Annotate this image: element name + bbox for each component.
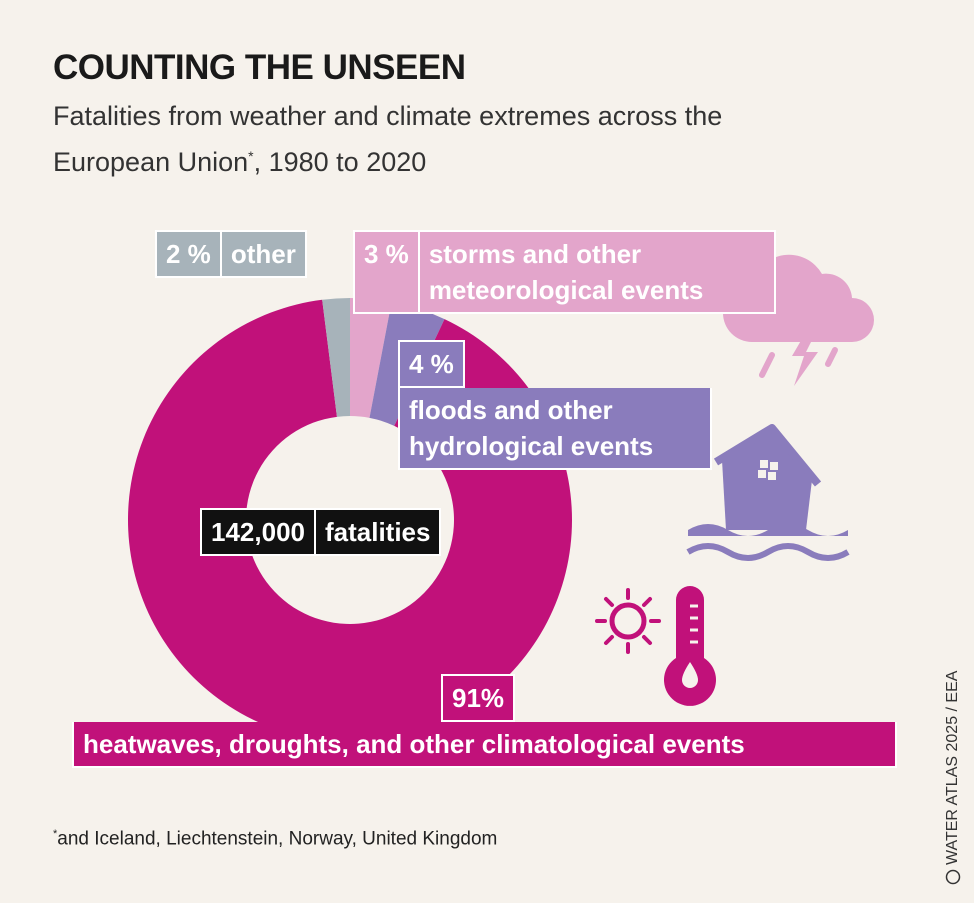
heat-icon xyxy=(595,586,717,706)
donut-segment xyxy=(322,298,350,417)
category-label: heatwaves, droughts, and other climatolo… xyxy=(72,722,897,768)
flood-icon xyxy=(686,424,850,561)
title: COUNTING THE UNSEEN xyxy=(53,48,466,87)
credit: WATER ATLAS 2025 / EEA xyxy=(944,671,962,885)
total-label: 142,000 fatalities xyxy=(200,508,442,556)
value-label: 4 % xyxy=(398,340,465,388)
category-label: other xyxy=(221,230,307,278)
subtitle-text: Fatalities from weather and climate extr… xyxy=(53,101,723,177)
value-label: 91% xyxy=(441,674,516,722)
category-label: floods and other hydrological events xyxy=(398,388,712,470)
segment-label: 3 % storms and other meteorological even… xyxy=(353,230,776,314)
total-value: 142,000 xyxy=(200,508,316,556)
segment-label: 4 % floods and other hydrological events xyxy=(398,340,712,470)
credit-text: WATER ATLAS 2025 / EEA xyxy=(944,670,961,865)
subtitle-mark: * xyxy=(248,148,254,164)
subtitle: Fatalities from weather and climate extr… xyxy=(53,96,773,182)
donut-segment xyxy=(350,298,392,418)
segment-label: 2 % other xyxy=(155,230,307,278)
value-label: 3 % xyxy=(353,230,420,314)
value-label: 2 % xyxy=(155,230,222,278)
footnote-mark: * xyxy=(53,828,58,840)
footnote-text: and Iceland, Liechtenstein, Norway, Unit… xyxy=(57,828,498,850)
total-caption: fatalities xyxy=(315,508,442,556)
footnote: *and Iceland, Liechtenstein, Norway, Uni… xyxy=(53,828,497,850)
category-label: storms and other meteorological events xyxy=(419,230,776,314)
cc-icon xyxy=(945,869,961,885)
subtitle-end: , 1980 to 2020 xyxy=(253,147,427,177)
segment-label: 91% heatwaves, droughts, and other clima… xyxy=(72,674,897,768)
